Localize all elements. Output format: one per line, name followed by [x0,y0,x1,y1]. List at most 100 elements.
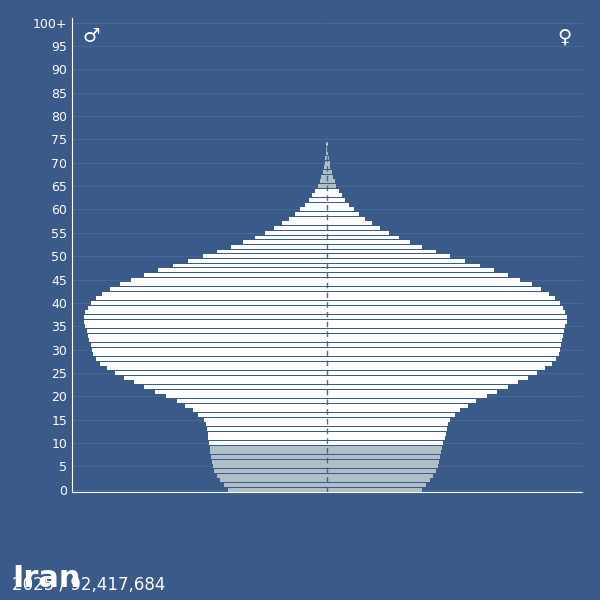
Bar [327,259,465,263]
Bar [323,170,327,174]
Bar [185,404,327,407]
Bar [206,422,327,426]
Bar [211,455,327,459]
Bar [87,329,327,333]
Bar [155,389,327,394]
Bar [91,343,327,347]
Bar [327,189,339,193]
Bar [110,287,327,291]
Bar [327,282,532,286]
Bar [301,208,327,211]
Bar [203,254,327,258]
Bar [327,394,487,398]
Bar [327,324,565,328]
Bar [217,250,327,253]
Bar [220,478,327,482]
Bar [131,278,327,281]
Text: ♀: ♀ [557,28,572,46]
Bar [327,362,551,365]
Bar [89,338,327,342]
Bar [327,380,518,384]
Bar [134,380,327,384]
Bar [327,254,450,258]
Bar [92,347,327,352]
Bar [320,179,327,184]
Bar [327,147,328,151]
Bar [144,273,327,277]
Bar [88,334,327,338]
Bar [327,184,337,188]
Bar [198,413,327,417]
Bar [176,399,327,403]
Bar [327,161,329,165]
Bar [224,483,327,487]
Bar [327,366,545,370]
Bar [327,320,566,323]
Bar [317,184,327,188]
Bar [327,404,468,407]
Bar [327,240,410,244]
Bar [193,408,327,412]
Bar [327,263,480,268]
Bar [85,324,327,328]
Bar [100,362,327,365]
Bar [327,273,508,277]
Bar [327,371,537,375]
Bar [231,245,327,249]
Bar [327,413,455,417]
Bar [327,338,562,342]
Bar [210,446,327,449]
Bar [124,376,327,380]
Bar [327,427,447,431]
Bar [327,236,398,239]
Bar [327,170,332,174]
Bar [327,343,561,347]
Bar [327,446,442,449]
Bar [208,436,327,440]
Text: 2025 / 92,417,684: 2025 / 92,417,684 [12,576,166,594]
Text: ♂: ♂ [82,28,100,46]
Bar [327,488,422,491]
Bar [327,198,345,202]
Bar [327,376,528,380]
Bar [327,287,541,291]
Bar [214,469,327,473]
Bar [274,226,327,230]
Bar [327,166,331,169]
Bar [326,142,327,146]
Bar [327,193,342,197]
Bar [102,292,327,296]
Text: Iran: Iran [12,564,80,593]
Bar [327,212,359,216]
Bar [88,305,327,310]
Bar [209,441,327,445]
Bar [158,268,327,272]
Bar [84,320,327,323]
Bar [327,473,433,478]
Bar [327,464,437,469]
Bar [327,451,442,454]
Bar [327,389,497,394]
Bar [327,483,427,487]
Bar [327,334,563,338]
Bar [145,385,327,389]
Bar [327,203,349,207]
Bar [326,151,327,155]
Bar [322,175,327,179]
Bar [210,451,327,454]
Bar [327,431,446,436]
Bar [217,473,327,478]
Bar [208,431,327,436]
Bar [327,250,436,253]
Bar [312,193,327,197]
Bar [289,217,327,221]
Bar [327,179,335,184]
Bar [327,292,549,296]
Bar [327,268,494,272]
Bar [95,296,327,300]
Bar [327,156,329,160]
Bar [327,418,451,422]
Bar [326,147,327,151]
Bar [282,221,327,226]
Bar [265,231,327,235]
